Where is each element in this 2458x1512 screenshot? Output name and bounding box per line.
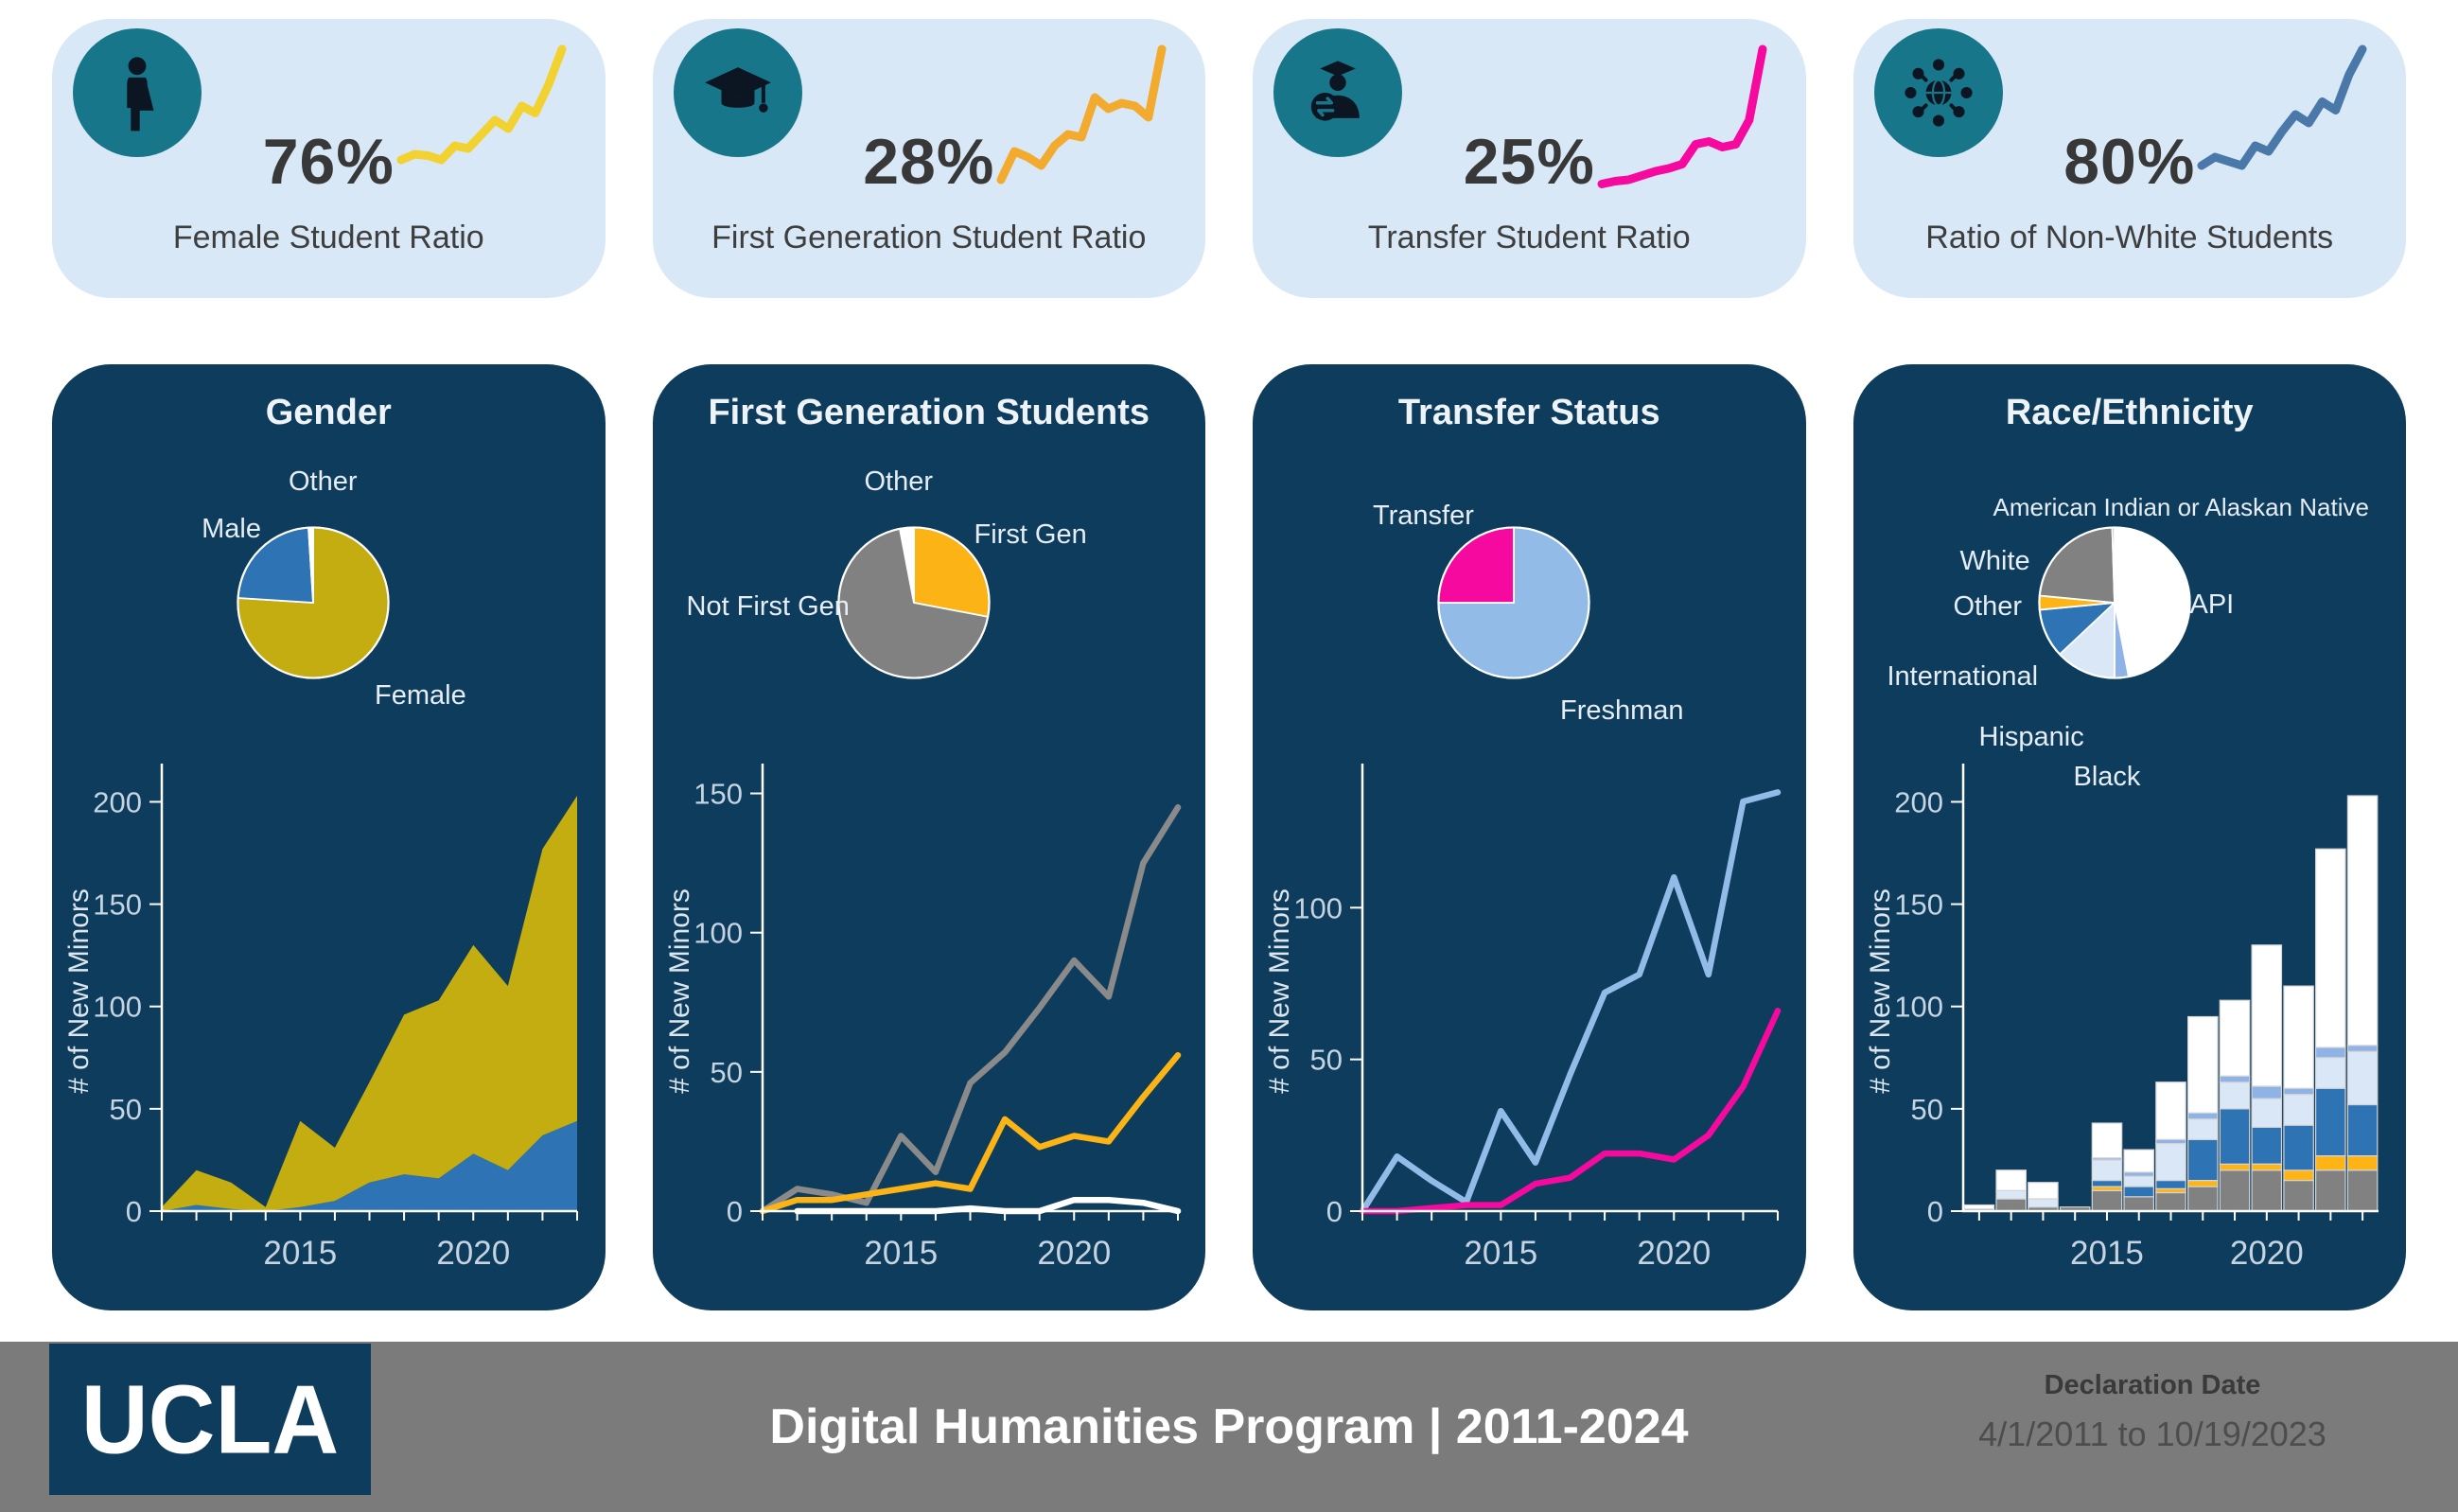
graduation-cap-icon	[673, 28, 802, 157]
svg-text:100: 100	[1894, 991, 1943, 1024]
race-bar-chart[interactable]: 0 50 100 150 200 2015 2020 # of New Minors	[1861, 741, 2396, 1294]
transfer-line-chart[interactable]: 0 50 100 2015 2020 # of New Minors	[1260, 741, 1795, 1294]
sparkline-female	[396, 44, 566, 165]
svg-text:50: 50	[1910, 1093, 1942, 1126]
svg-text:100: 100	[93, 991, 142, 1024]
pie-label-transfer: Transfer	[1373, 501, 1474, 531]
svg-text:150: 150	[694, 778, 743, 811]
svg-text:2020: 2020	[1037, 1235, 1111, 1272]
kpi-card-female-ratio: 76% Female Student Ratio	[52, 19, 606, 298]
gender-area-chart[interactable]: 0 50 100 150 200 2015 2020 # of New Minors	[60, 741, 594, 1294]
pie-label-other: Other	[289, 466, 358, 497]
pie-label-freshman: Freshman	[1560, 695, 1684, 726]
transfer-student-icon	[1273, 28, 1402, 157]
ucla-logo-text: UCLA	[80, 1363, 340, 1474]
sparkline-first-gen	[996, 44, 1167, 185]
svg-text:2015: 2015	[864, 1235, 938, 1272]
panel-gender: Gender Other Male Female 0 50 100 150 200 201…	[52, 364, 606, 1310]
svg-text:2015: 2015	[1464, 1235, 1537, 1272]
svg-text:2020: 2020	[1637, 1235, 1711, 1272]
kpi-label: Female Student Ratio	[172, 220, 484, 255]
svg-text:# of New Minors: # of New Minors	[664, 888, 695, 1094]
first-gen-line-chart[interactable]: 0 50 100 150 2015 2020 # of New Minors	[660, 741, 1195, 1294]
svg-text:50: 50	[1310, 1044, 1343, 1077]
svg-text:150: 150	[93, 888, 142, 922]
panel-title: Transfer Status	[1397, 393, 1660, 432]
panel-row: Gender Other Male Female 0 50 100 150 200 201…	[52, 364, 2406, 1310]
svg-text:0: 0	[1926, 1195, 1942, 1228]
panel-title: Race/Ethnicity	[2005, 393, 2254, 432]
kpi-value: 28%	[863, 126, 995, 198]
kpi-label: Ratio of Non-White Students	[1925, 220, 2334, 255]
panel-transfer-status: Transfer Status Transfer Freshman 0 50 100…	[1253, 364, 1806, 1310]
sparkline-transfer	[1597, 44, 1766, 188]
pie-label-other: Other	[864, 466, 934, 497]
svg-text:50: 50	[710, 1056, 742, 1089]
svg-text:2020: 2020	[2229, 1235, 2303, 1272]
first-gen-pie-chart[interactable]	[834, 523, 993, 682]
pie-label-black: Black	[2073, 762, 2141, 792]
transfer-pie-chart[interactable]	[1434, 523, 1593, 682]
declaration-date-label: Declaration Date	[2044, 1370, 2261, 1400]
kpi-label: Transfer Student Ratio	[1367, 220, 1691, 255]
pie-label-hispanic: Hispanic	[1978, 722, 2084, 752]
svg-text:2015: 2015	[2070, 1235, 2144, 1272]
pie-label-first-gen: First Gen	[974, 519, 1087, 550]
svg-text:100: 100	[694, 917, 743, 950]
svg-text:0: 0	[126, 1195, 142, 1228]
kpi-row: 76% Female Student Ratio 28% First Gener…	[52, 19, 2406, 298]
pie-label-american-indian: American Indian or Alaskan Native	[1993, 493, 2369, 521]
kpi-card-transfer-ratio: 25% Transfer Student Ratio	[1253, 19, 1806, 298]
diversity-globe-icon	[1873, 28, 2003, 157]
svg-text:50: 50	[110, 1093, 142, 1126]
svg-text:100: 100	[1293, 891, 1343, 924]
svg-text:150: 150	[1894, 888, 1943, 922]
sparkline-non-white	[2197, 44, 2367, 170]
declaration-date-block: Declaration Date 4/1/2011 to 10/19/2023	[1925, 1370, 2379, 1454]
svg-text:0: 0	[1326, 1195, 1343, 1228]
pie-label-male: Male	[202, 514, 261, 544]
kpi-card-first-gen-ratio: 28% First Generation Student Ratio	[652, 19, 1205, 298]
svg-text:# of New Minors: # of New Minors	[1264, 888, 1295, 1094]
svg-text:# of New Minors: # of New Minors	[1865, 888, 1896, 1094]
svg-text:2020: 2020	[436, 1235, 510, 1272]
restroom-person-icon	[73, 28, 202, 157]
kpi-card-non-white-ratio: 80% Ratio of Non-White Students	[1852, 19, 2406, 298]
gender-pie-chart[interactable]	[234, 523, 393, 682]
declaration-date-value: 4/1/2011 to 10/19/2023	[1978, 1415, 2326, 1453]
svg-text:# of New Minors: # of New Minors	[63, 888, 95, 1094]
pie-label-international: International	[1887, 661, 2039, 692]
footer: UCLA Digital Humanities Program | 2011-2…	[0, 1342, 2458, 1512]
kpi-value: 80%	[2063, 126, 2196, 198]
svg-text:200: 200	[1894, 785, 1943, 818]
panel-title: First Generation Students	[708, 393, 1150, 432]
kpi-value: 25%	[1463, 126, 1595, 198]
svg-text:2015: 2015	[263, 1235, 337, 1272]
panel-first-generation: First Generation Students Other First Ge…	[652, 364, 1205, 1310]
kpi-value: 76%	[262, 126, 395, 198]
pie-label-not-first-gen: Not First Gen	[686, 591, 850, 622]
pie-label-api: API	[2189, 589, 2235, 620]
race-pie-chart[interactable]	[2035, 523, 2194, 682]
panel-race-ethnicity: Race/Ethnicity American Indian or Alaska…	[1852, 364, 2406, 1310]
pie-label-other: Other	[1953, 591, 2023, 622]
pie-label-white: White	[1959, 546, 2030, 576]
panel-title: Gender	[265, 393, 392, 432]
pie-label-female: Female	[375, 680, 466, 711]
kpi-label: First Generation Student Ratio	[711, 220, 1147, 255]
svg-text:0: 0	[726, 1195, 742, 1228]
svg-text:200: 200	[93, 785, 142, 818]
ucla-logo: UCLA	[49, 1344, 371, 1495]
dashboard-title: Digital Humanities Program | 2011-2024	[769, 1399, 1689, 1454]
